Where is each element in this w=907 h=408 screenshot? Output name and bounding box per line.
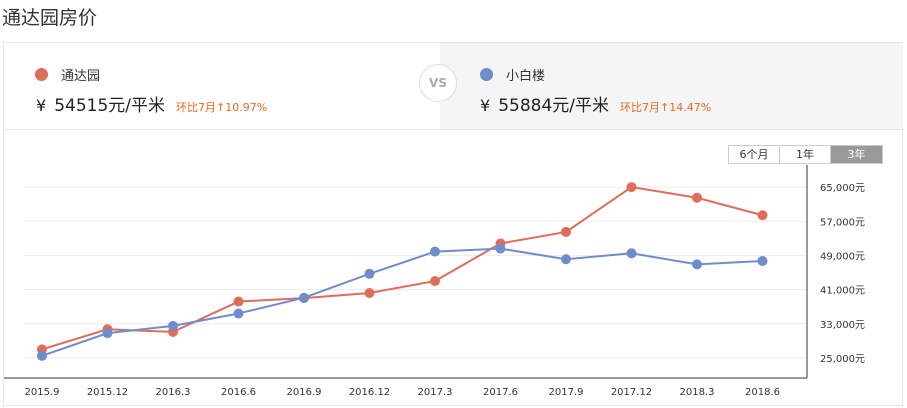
series-1-point-0: [37, 350, 47, 361]
community-card-left: 通达园 ¥ 54515 元/平米 环比7月↑10.97%: [4, 43, 440, 129]
left-price-value: 54515: [54, 96, 109, 116]
right-price-unit: 元/平米: [552, 96, 610, 116]
right-legend-dot: [480, 67, 493, 81]
page-title: 通达园房价: [2, 7, 98, 29]
community-card-right: 小白楼 ¥ 55884 元/平米 环比7月↑14.47%: [440, 43, 903, 129]
tab-1-year[interactable]: 1年: [779, 146, 830, 163]
left-currency-symbol: ¥: [36, 96, 47, 115]
right-price-change: 环比7月↑14.47%: [620, 101, 712, 114]
series-1-point-9: [626, 248, 637, 259]
left-community-name: 通达园: [61, 68, 101, 84]
x-tick-label-8: 2017.9: [549, 387, 584, 398]
series-1-point-4: [299, 292, 309, 303]
y-tick-label-4: 57,000元: [820, 217, 865, 228]
tab-3-years[interactable]: 3年: [830, 146, 882, 163]
right-community-name: 小白楼: [506, 68, 546, 84]
price-compare-panel: 通达园 ¥ 54515 元/平米 环比7月↑10.97% VS 小白楼 ¥ 55…: [3, 42, 903, 406]
x-tick-label-9: 2017.12: [611, 387, 652, 398]
series-0-point-10: [692, 192, 702, 203]
series-0-point-9: [626, 182, 637, 193]
x-tick-label-0: 2015.9: [25, 387, 60, 398]
x-tick-label-11: 2018.6: [745, 387, 780, 398]
series-1-point-8: [561, 254, 571, 265]
x-tick-label-7: 2017.6: [483, 387, 518, 398]
series-1-point-11: [757, 255, 768, 266]
series-0-point-6: [430, 276, 440, 287]
left-price-unit: 元/平米: [108, 96, 166, 116]
y-tick-label-2: 41,000元: [820, 286, 865, 297]
series-1-point-5: [364, 268, 375, 279]
series-1-point-3: [233, 308, 244, 319]
right-currency-symbol: ¥: [480, 96, 491, 115]
x-tick-label-1: 2015.12: [87, 387, 128, 398]
series-1-point-7: [495, 243, 506, 254]
x-tick-label-2: 2016.3: [156, 387, 191, 398]
x-tick-label-6: 2017.3: [418, 387, 453, 398]
series-0-point-5: [364, 288, 375, 298]
x-tick-label-5: 2016.12: [349, 387, 390, 398]
chart-area: 25,000元 33,000元 41,000元 49,000元 57,000元 65,00…: [4, 129, 903, 405]
left-legend-dot: [35, 67, 48, 81]
y-tick-label-3: 49,000元: [820, 251, 865, 262]
series-0-point-3: [233, 296, 244, 307]
price-trend-chart: 25,000元 33,000元 41,000元 49,000元 57,000元 65,00…: [4, 165, 865, 398]
series-0-point-8: [561, 226, 571, 237]
series-1-point-1: [102, 328, 113, 339]
series-1-point-2: [168, 320, 178, 331]
tab-6-months[interactable]: 6个月: [729, 146, 779, 163]
left-price-change: 环比7月↑10.97%: [176, 101, 268, 114]
y-tick-label-5: 65,000元: [820, 183, 865, 194]
series-1-point-6: [430, 246, 440, 257]
right-price-row: ¥ 55884 元/平米 环比7月↑14.47%: [480, 91, 711, 116]
time-range-tabs: 6个月 1年 3年: [728, 145, 883, 164]
community-header-right: 小白楼: [480, 65, 546, 84]
x-tick-label-4: 2016.9: [287, 387, 322, 398]
x-tick-label-10: 2018.3: [680, 387, 715, 398]
series-1-point-10: [692, 259, 702, 270]
x-tick-label-3: 2016.6: [221, 387, 256, 398]
left-price-row: ¥ 54515 元/平米 环比7月↑10.97%: [36, 91, 267, 116]
series-line-1: [41, 247, 763, 357]
series-line-0: [41, 186, 763, 351]
y-tick-label-1: 33,000元: [820, 320, 865, 331]
community-header-left: 通达园: [35, 65, 101, 84]
vs-badge: VS: [419, 64, 457, 102]
y-tick-label-0: 25,000元: [820, 354, 865, 365]
series-0-point-11: [757, 210, 768, 221]
right-price-value: 55884: [498, 96, 553, 116]
